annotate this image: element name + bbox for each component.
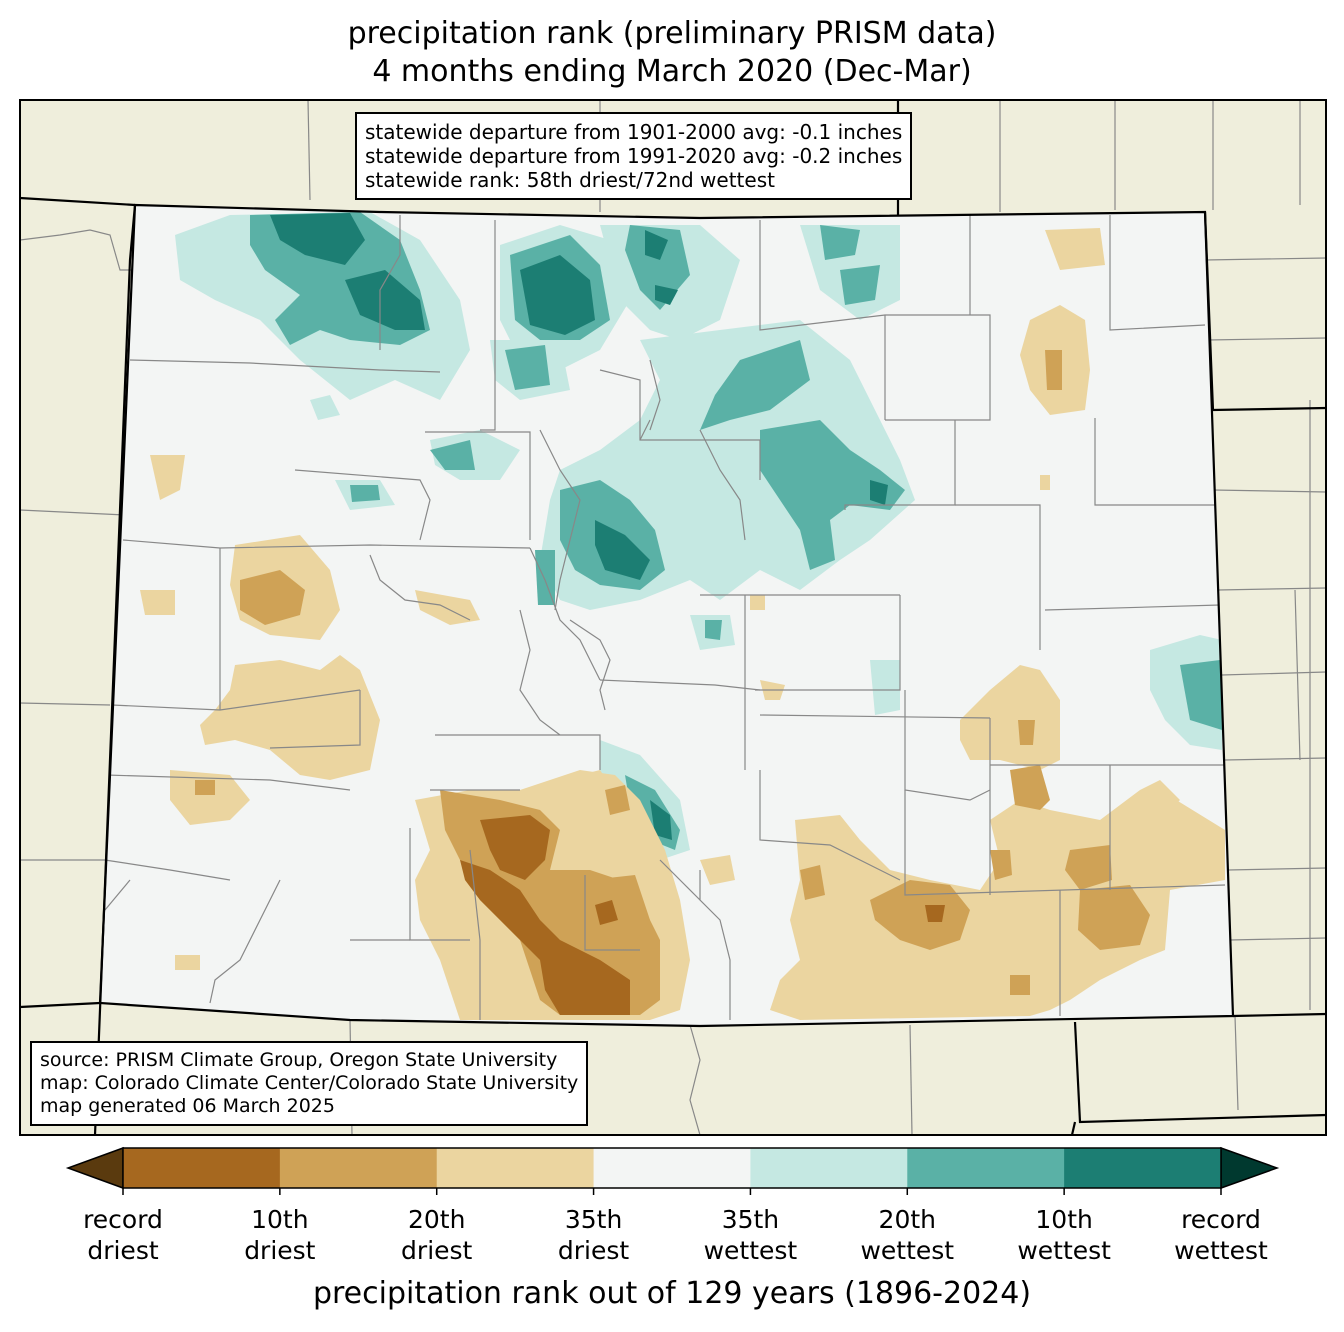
colorbar-tick-label: 20th driest [401, 1205, 473, 1265]
county-lines [104, 215, 1226, 1020]
stats-line-1: statewide departure from 1901-2000 avg: … [365, 120, 903, 144]
colorbar-segment-6 [907, 1148, 1065, 1188]
colorado-state-area [100, 205, 1233, 1026]
statewide-stats-box: statewide departure from 1901-2000 avg: … [355, 112, 913, 200]
credits-line-3: map generated 06 March 2025 [40, 1095, 335, 1117]
colorbar-tick-label: 35th driest [557, 1205, 630, 1265]
map-title-line2: 4 months ending March 2020 (Dec-Mar) [372, 54, 972, 89]
credits-line-1: source: PRISM Climate Group, Oregon Stat… [40, 1049, 558, 1071]
map-frame [19, 99, 1327, 1136]
colorbar-segment-5 [750, 1148, 908, 1188]
colorbar-title: precipitation rank out of 129 years (189… [312, 1276, 1032, 1311]
colorbar-segment-4 [593, 1148, 751, 1188]
colorbar-tick-label: 10th driest [244, 1205, 316, 1265]
colorbar-segment-1 [123, 1148, 281, 1188]
colorbar-tick-label: 35th wettest [703, 1205, 798, 1265]
precipitation-rank-shading [140, 212, 1225, 1020]
colorbar-segment-3 [436, 1148, 595, 1188]
colorbar-tick-label: record driest [83, 1205, 163, 1265]
colorbar-extend-high [1220, 1146, 1280, 1190]
colorbar-tick-label: 10th wettest [1017, 1205, 1111, 1265]
stats-line-3: statewide rank: 58th driest/72nd wettest [365, 168, 775, 192]
colorbar-tick-label: 20th wettest [860, 1205, 955, 1265]
credits-line-2: map: Colorado Climate Center/Colorado St… [40, 1072, 579, 1094]
map-title-line1: precipitation rank (preliminary PRISM da… [347, 16, 997, 51]
colorbar-tick-label: record wettest [1174, 1205, 1268, 1265]
colorbar-segment-2 [279, 1148, 438, 1188]
stats-line-2: statewide departure from 1991-2020 avg: … [365, 144, 903, 168]
colorbar-extend-low [65, 1146, 124, 1190]
colorbar-segment-7 [1064, 1148, 1222, 1188]
colorbar-outline [122, 1147, 1222, 1189]
credits-box: source: PRISM Climate Group, Oregon Stat… [30, 1041, 589, 1126]
colorbar [65, 1146, 1280, 1195]
